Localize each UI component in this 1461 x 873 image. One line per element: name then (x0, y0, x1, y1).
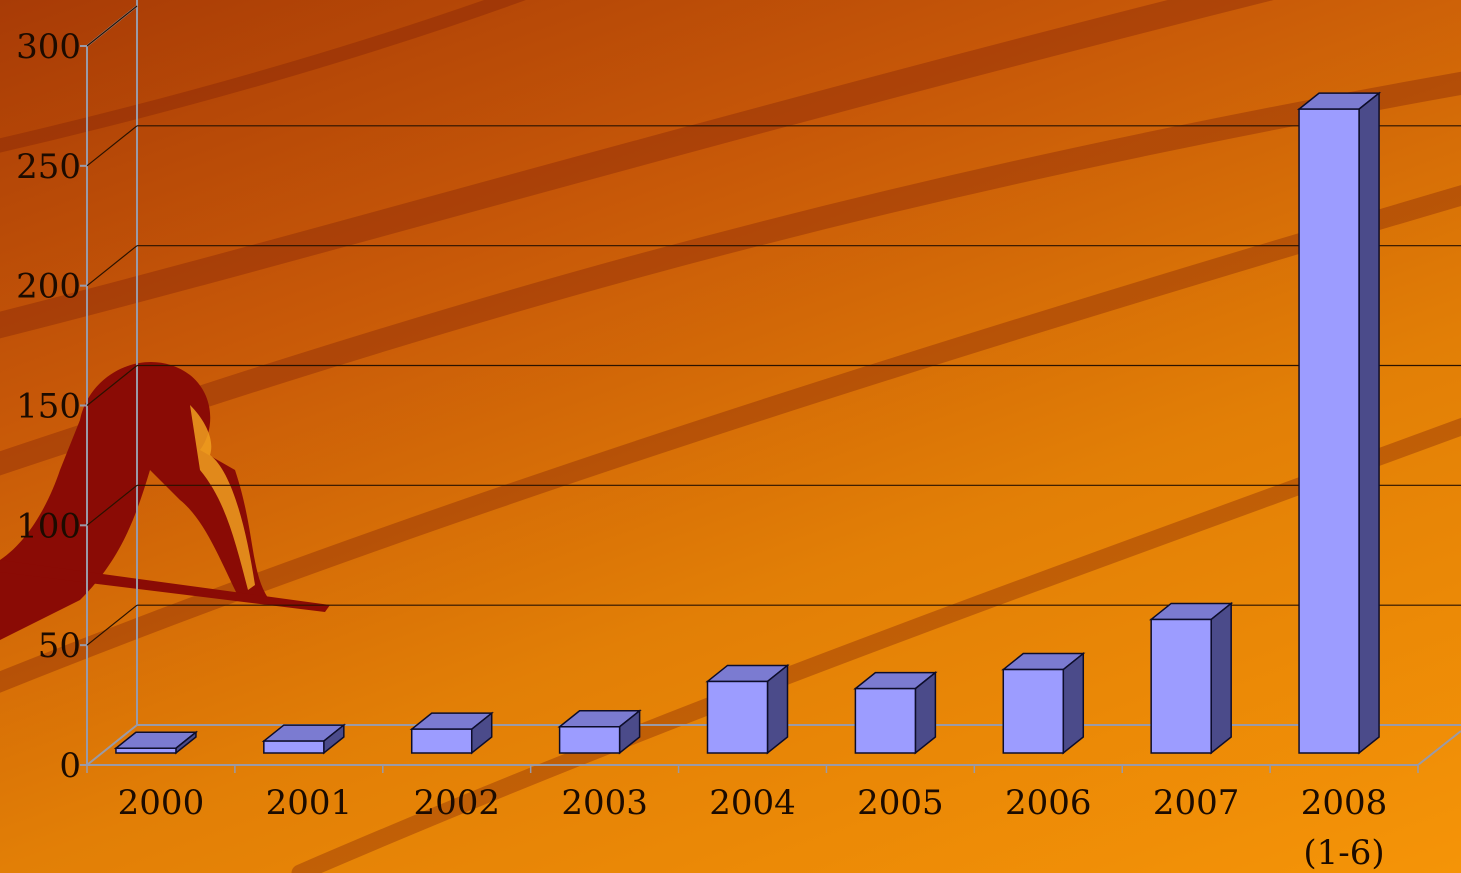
bar-front (1150, 618, 1212, 754)
floor-right-edge (1417, 730, 1461, 766)
x-tick-label: 2002 (413, 783, 500, 823)
y-tick-label: 50 (38, 626, 81, 666)
bar-front (1002, 668, 1065, 754)
bar-side (766, 663, 789, 755)
y-tick-label: 300 (16, 27, 81, 67)
swoosh-stroke (0, 0, 1274, 339)
x-axis-ticks: 2000 2001 2002 2003 2004 2005 2006 2007 2008 (1-6… (86, 765, 1419, 873)
gridline-diagonal (86, 125, 138, 167)
bar (1149, 601, 1234, 755)
gridline-diagonal (86, 365, 138, 406)
bar-front (1298, 108, 1360, 754)
y-tick-label: 150 (16, 387, 81, 427)
bar-front (115, 747, 177, 754)
bar (1001, 651, 1086, 755)
x-tick-label: 2000 (118, 783, 205, 823)
bar-front (410, 728, 473, 754)
bar (705, 663, 790, 755)
x-tick-label: 2005 (857, 783, 944, 823)
y-tick-label: 0 (59, 746, 81, 786)
bar (1296, 91, 1382, 755)
floor-left-edge (86, 724, 138, 766)
y-tick-label: 250 (16, 147, 81, 187)
y-tick-label: 200 (16, 267, 81, 307)
bar (261, 723, 346, 755)
x-tick-label: 2004 (709, 783, 796, 823)
bar (113, 730, 199, 755)
swoosh-stroke (0, 0, 526, 153)
sprinter-silhouette-icon (0, 362, 330, 640)
bar (853, 671, 938, 755)
x-tick-label: (1-6) (1303, 833, 1384, 873)
x-tick-label: 2001 (266, 783, 353, 823)
gridline-diagonal (86, 604, 138, 646)
swoosh-stroke (0, 185, 1461, 693)
bar-front (706, 680, 769, 754)
silhouette-highlight (190, 405, 255, 590)
bar-front (854, 687, 917, 754)
bar-side (1062, 651, 1085, 755)
gridlines (86, 5, 1461, 646)
bar (557, 709, 642, 755)
gridline-diagonal (86, 5, 138, 47)
bar-side (1210, 601, 1232, 755)
gridline-diagonal (86, 245, 138, 287)
y-axis-ticks: 0 50 100 150 200 250 300 (16, 27, 87, 786)
bar-side (1358, 91, 1380, 755)
bars (113, 91, 1382, 755)
x-tick-label: 2007 (1153, 783, 1240, 823)
x-tick-label: 2008 (1301, 783, 1388, 823)
y-tick-label: 100 (16, 506, 81, 546)
bar (409, 711, 494, 755)
x-tick-label: 2003 (561, 783, 648, 823)
bar-front (263, 740, 325, 754)
gridline-diagonal (86, 484, 138, 526)
x-tick-label: 2006 (1005, 783, 1092, 823)
silhouette-block (0, 560, 330, 612)
bar-front (558, 726, 621, 754)
